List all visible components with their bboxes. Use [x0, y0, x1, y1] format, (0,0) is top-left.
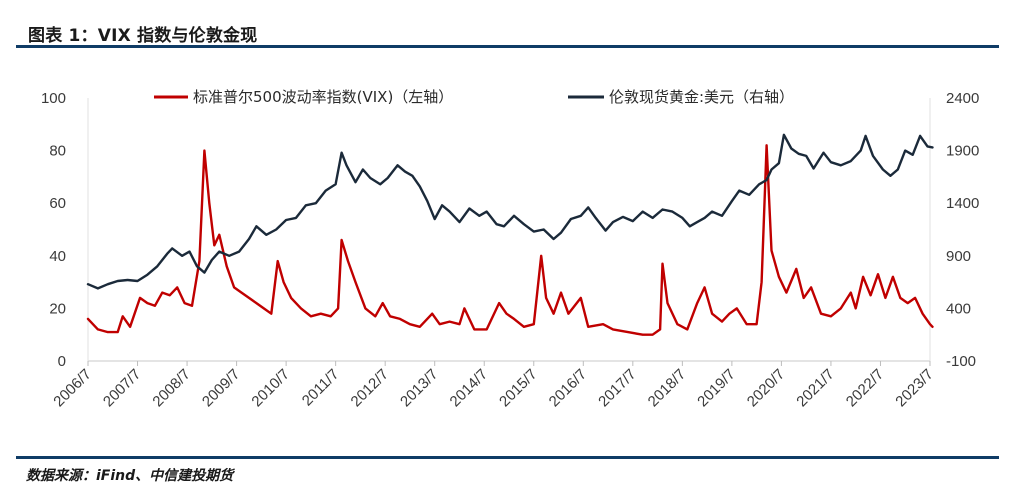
series-group: [86, 133, 934, 336]
x-tick-label: 2021/7: [793, 366, 837, 410]
x-tick-label: 2020/7: [744, 366, 788, 410]
left-tick-label: 100: [41, 90, 66, 107]
source-note: 数据来源：iFind、中信建投期货: [26, 468, 234, 484]
x-axis-ticks: 2006/7 2007/7 2008/7 2009/7 2010/7 2011/7 2012…: [50, 361, 937, 410]
left-axis-ticks: 0 20 40 60 80 100: [41, 90, 66, 370]
x-tick-label: 2007/7: [100, 366, 144, 410]
x-tick-label: 2018/7: [645, 366, 689, 410]
right-tick-label: 400: [946, 300, 971, 317]
left-tick-label: 80: [49, 143, 66, 160]
vix-line: [86, 144, 934, 336]
x-tick-label: 2010/7: [248, 366, 292, 410]
left-tick-label: 60: [49, 195, 66, 212]
x-tick-label: 2022/7: [843, 366, 887, 410]
x-tick-label: 2012/7: [348, 366, 392, 410]
right-tick-label: -100: [946, 353, 976, 370]
x-tick-label: 2011/7: [299, 366, 343, 410]
right-tick-label: 1400: [946, 195, 979, 212]
x-tick-label: 2009/7: [199, 366, 243, 410]
legend-label-vix: 标准普尔500波动率指数(VIX)（左轴）: [193, 88, 453, 106]
left-tick-label: 20: [49, 300, 66, 317]
right-tick-label: 900: [946, 248, 971, 265]
x-tick-label: 2014/7: [447, 366, 491, 410]
left-tick-label: 0: [58, 353, 66, 370]
x-tick-label: 2023/7: [892, 366, 936, 410]
right-tick-label: 1900: [946, 143, 979, 160]
x-tick-label: 2016/7: [546, 366, 590, 410]
x-tick-label: 2019/7: [694, 366, 738, 410]
x-tick-label: 2013/7: [397, 366, 441, 410]
legend: 标准普尔500波动率指数(VIX)（左轴） 伦敦现货黄金:美元（右轴）: [154, 88, 794, 106]
x-tick-label: 2008/7: [149, 366, 193, 410]
header-rule: [16, 45, 999, 48]
chart-title: 图表 1：VIX 指数与伦敦金现: [28, 26, 258, 46]
footer-rule: [16, 456, 999, 459]
right-tick-label: 2400: [946, 90, 979, 107]
gold-line: [86, 133, 934, 290]
x-tick-label: 2017/7: [595, 366, 639, 410]
legend-label-gold: 伦敦现货黄金:美元（右轴）: [609, 88, 794, 106]
x-tick-label: 2006/7: [50, 366, 94, 410]
left-tick-label: 40: [49, 248, 66, 265]
axes-group: [87, 98, 931, 362]
x-tick-label: 2015/7: [496, 366, 540, 410]
right-axis-ticks: -100 400 900 1400 1900 2400: [946, 90, 979, 370]
